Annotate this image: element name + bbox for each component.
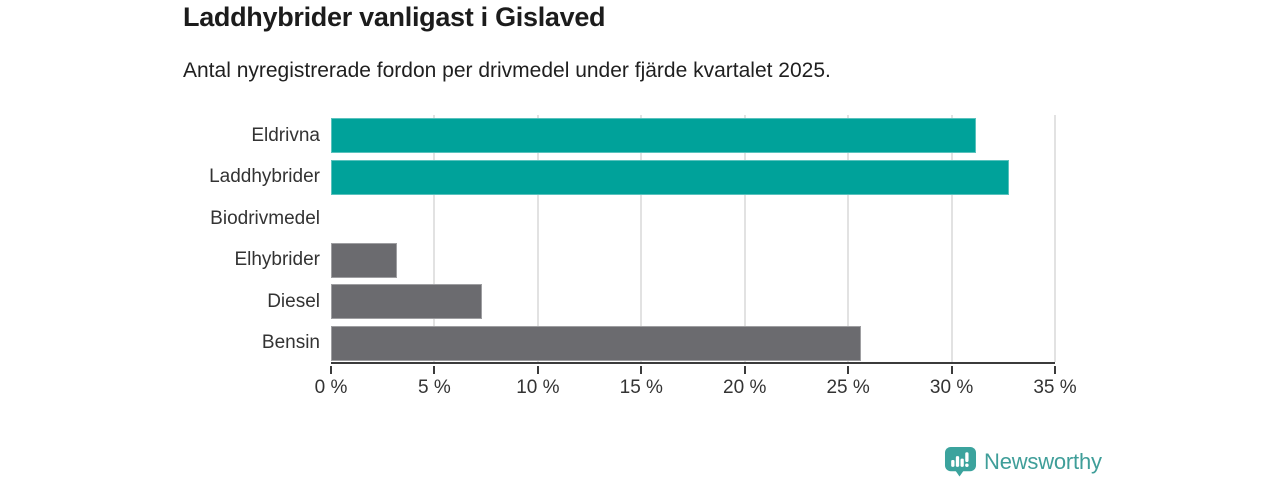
bar (331, 242, 398, 278)
tick-mark (433, 366, 436, 374)
y-axis-label: Elhybrider (234, 249, 320, 271)
y-axis-label: Bensin (261, 332, 320, 354)
bar (331, 284, 482, 319)
newsworthy-logo: Newsworthy (944, 446, 1102, 478)
y-axis-label: Eldrivna (251, 124, 320, 146)
gridline (536, 115, 539, 362)
gridline (1054, 115, 1056, 362)
x-axis-tick-label: 30 % (929, 377, 974, 398)
gridline (847, 115, 850, 362)
bar (331, 118, 977, 153)
tick-mark (847, 366, 850, 374)
x-axis-tick-label: 10 % (516, 377, 560, 398)
gridline (640, 115, 643, 362)
bar-row (331, 323, 1055, 365)
x-axis-tick-label: 25 % (826, 377, 870, 398)
bar-row (331, 198, 1055, 240)
x-axis-tick-label: 15 % (619, 377, 663, 398)
y-axis-labels: Eldrivna Laddhybrider Biodrivmedel Elhybrid… (0, 115, 320, 364)
x-axis-tick-label: 0 % (314, 377, 348, 398)
y-axis-label: Diesel (267, 290, 320, 312)
newsworthy-chart-bubble-icon (944, 446, 977, 477)
tick-mark (330, 366, 332, 374)
gridline (433, 115, 436, 362)
bar-row (331, 281, 1055, 323)
newsworthy-wordmark: Newsworthy (984, 449, 1102, 474)
y-axis-label: Biodrivmedel (210, 207, 320, 229)
plot-area (331, 115, 1056, 365)
chart-title: Laddhybrider vanligast i Gislaved (183, 2, 606, 32)
bar-row (331, 157, 1055, 199)
x-axis-tick-label: 20 % (723, 377, 767, 398)
y-axis-label: Laddhybrider (209, 166, 320, 188)
bar (331, 159, 1010, 195)
chart-subtitle: Antal nyregistrerade fordon per drivmede… (183, 59, 831, 82)
tick-mark (743, 366, 746, 374)
gridline (950, 115, 953, 362)
x-axis-tick-label: 5 % (418, 377, 451, 398)
bar-row (331, 115, 1055, 157)
x-axis-tick-label: 35 % (1033, 377, 1077, 398)
x-axis: 0 % 5 % 10 % 15 % 20 % 25 % 30 % 35 % (315, 366, 1077, 408)
bar-row (331, 240, 1055, 282)
tick-mark (640, 366, 643, 374)
tick-mark (536, 366, 539, 374)
gridline (743, 115, 746, 362)
tick-mark (950, 366, 953, 374)
tick-mark (1054, 366, 1056, 374)
bar (331, 325, 861, 361)
